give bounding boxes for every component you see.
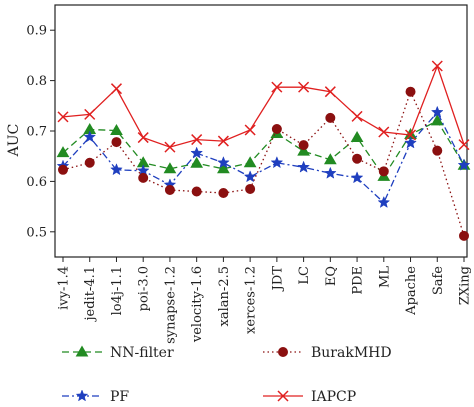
data-point-pf [190,146,204,159]
y-tick-label: 0.5 [26,225,47,240]
data-point-nn-filter [350,131,364,143]
data-point-nn-filter [163,162,177,174]
series-line-iapcp [62,64,465,148]
data-point-burakmhd [459,230,469,241]
legend-marker-iapcp [277,390,289,402]
series-line-nn-filter [62,120,465,178]
x-tick-label: PDE [351,266,366,295]
data-point-iapcp [405,129,417,141]
data-point-iapcp [84,108,96,120]
data-point-pf [323,166,337,179]
x-tick-label: poi-3.0 [137,266,152,311]
data-point-pf [243,170,257,183]
data-point-pf [404,136,417,149]
y-tick-label: 0.9 [26,24,47,39]
data-point-burakmhd [164,184,175,195]
series-line-pf [62,111,465,204]
data-point-iapcp [244,124,256,136]
data-point-pf [297,160,310,173]
y-tick-label: 0.7 [26,125,47,140]
data-point-burakmhd [432,145,443,156]
x-tick-label: xalan-2.5 [217,266,232,326]
data-point-pf [457,158,471,171]
x-tick-label: lo4j-1.1 [110,266,125,315]
x-tick-label: ML [377,266,392,288]
data-point-iapcp [324,86,336,98]
data-point-pf [430,105,444,118]
data-point-burakmhd [58,164,68,175]
plot-area: 0.5 0.6 0.7 0.8 0.9 ivy-1.4 jedit-4.1 lo4j-1.1 p… [26,4,473,344]
data-point-iapcp [351,110,363,122]
y-tick-label: 0.6 [26,175,47,190]
data-point-iapcp [110,83,122,95]
data-point-burakmhd [298,140,309,151]
data-point-nn-filter [110,123,123,135]
data-point-burakmhd [405,86,416,97]
legend-label-nn-filter: NN-filter [110,345,174,361]
legend-marker-burakmhd [278,347,288,357]
data-point-burakmhd [84,157,95,168]
data-point-iapcp [137,132,149,144]
x-tick-label: velocity-1.6 [190,266,205,343]
x-tick-label: xerces-1.2 [244,266,259,334]
data-point-nn-filter [190,156,204,168]
x-tick-label: EQ [324,266,339,286]
legend-label-burakmhd: BurakMHD [311,345,392,361]
data-point-iapcp [458,139,470,151]
data-point-burakmhd [378,166,389,177]
x-tick-label: ivy-1.4 [57,266,72,310]
data-point-iapcp [164,141,176,153]
data-point-nn-filter [243,156,257,168]
legend-label-pf: PF [110,389,129,405]
data-point-pf [377,195,391,208]
data-point-nn-filter [297,144,310,156]
data-point-iapcp [431,60,443,72]
legend-label-iapcp: IAPCP [311,389,356,405]
data-point-pf [270,156,284,169]
data-point-nn-filter [323,153,337,165]
x-tick-label: synapse-1.2 [163,266,178,344]
legend-marker-pf [75,389,89,402]
data-point-burakmhd [111,137,122,148]
data-point-iapcp [271,81,283,93]
data-point-nn-filter [430,114,444,126]
data-point-iapcp [378,126,390,138]
legend-marker-nn-filter [75,345,89,357]
legend-item-nn-filter: NN-filter [62,345,174,361]
x-tick-label: Safe [431,266,446,295]
legend-item-pf: PF [62,389,129,405]
x-tick-label: ZXing [458,266,473,305]
legend-item-burakmhd: BurakMHD [263,345,392,361]
data-point-burakmhd [325,112,336,123]
legend-item-iapcp: IAPCP [263,389,356,405]
y-axis-title: AUC [6,124,22,158]
data-point-burakmhd [191,186,202,197]
x-tick-label: Apache [404,266,419,316]
data-point-burakmhd [245,183,256,194]
data-point-iapcp [298,81,310,93]
data-point-iapcp [217,135,229,147]
data-point-burakmhd [218,187,229,198]
data-point-pf [83,130,97,143]
data-point-burakmhd [271,123,282,134]
data-point-burakmhd [138,172,149,183]
data-point-iapcp [57,111,69,123]
data-point-iapcp [191,134,203,146]
data-point-pf [110,163,123,176]
data-point-pf [350,171,364,184]
series-line-burakmhd [62,89,465,236]
x-tick-label: jedit-4.1 [83,266,98,323]
y-tick-label: 0.8 [26,74,47,89]
data-point-nn-filter [217,162,230,174]
data-point-pf [217,156,230,169]
x-tick-label: LC [297,266,312,285]
x-tick-label: JDT [270,266,285,293]
legend: NN-filter BurakMHD PF IAPCP [62,345,392,405]
data-point-nn-filter [56,146,70,158]
data-point-burakmhd [352,153,363,164]
